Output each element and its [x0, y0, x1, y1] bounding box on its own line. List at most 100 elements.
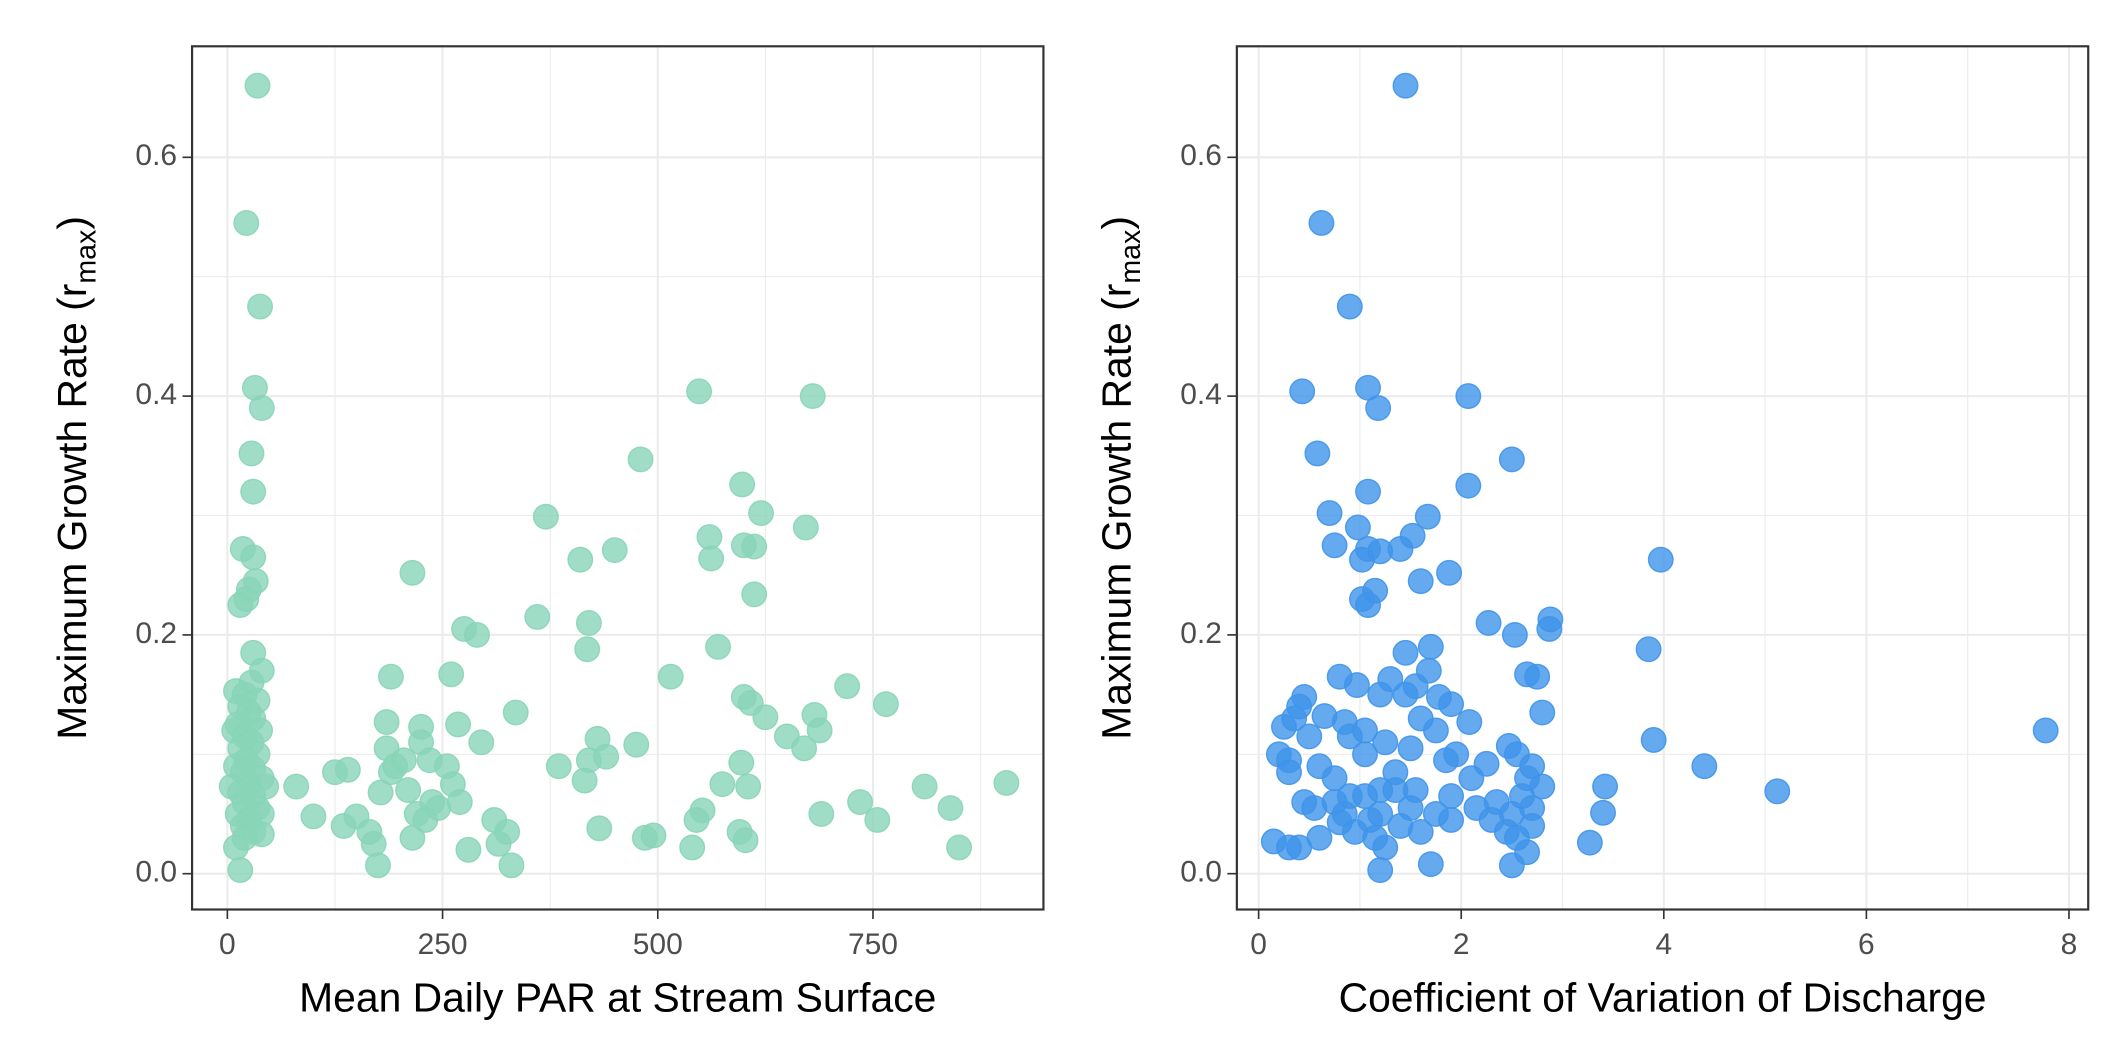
- point: [1417, 851, 1444, 878]
- point: [334, 756, 361, 783]
- x-tick-label: 6: [1858, 928, 1875, 961]
- x-tick-label: 0: [1250, 928, 1267, 961]
- point: [1433, 747, 1459, 774]
- point: [1590, 799, 1616, 826]
- point: [390, 747, 417, 774]
- point: [1352, 741, 1378, 768]
- point: [1316, 500, 1343, 527]
- point: [696, 524, 723, 550]
- point: [1336, 723, 1363, 750]
- point: [657, 663, 684, 690]
- point: [2032, 717, 2059, 744]
- point: [367, 779, 394, 806]
- point: [425, 795, 452, 821]
- point: [993, 770, 1020, 796]
- x-axis-title: Mean Daily PAR at Stream Surface: [299, 975, 936, 1021]
- point: [1635, 636, 1662, 663]
- point: [1498, 852, 1525, 879]
- point: [455, 836, 482, 863]
- point: [494, 818, 521, 845]
- point: [1438, 691, 1465, 718]
- point: [1407, 568, 1434, 595]
- point: [601, 537, 628, 564]
- point: [283, 773, 310, 800]
- point: [1475, 610, 1502, 636]
- point: [240, 544, 267, 571]
- y-axis-title-part: max: [1115, 230, 1147, 284]
- y-axis-title-part: max: [70, 230, 102, 284]
- y-axis-title: Maximum Growth Rate (rmax): [1094, 216, 1148, 740]
- y-tick-label: 0.0: [1180, 856, 1222, 889]
- y-tick-label: 0.0: [135, 856, 177, 889]
- y-tick-label: 0.6: [1180, 139, 1222, 172]
- point: [445, 711, 472, 738]
- point: [377, 663, 404, 690]
- x-axis-title: Coefficient of Variation of Discharge: [1339, 975, 1987, 1021]
- point: [593, 743, 620, 770]
- point: [1321, 532, 1348, 559]
- point: [627, 446, 654, 473]
- y-tick-label: 0.2: [135, 617, 177, 650]
- x-tick-label: 250: [418, 928, 468, 961]
- point: [360, 830, 387, 857]
- point: [1524, 663, 1551, 690]
- point: [575, 610, 602, 636]
- point: [468, 729, 495, 756]
- point: [1647, 546, 1674, 573]
- point: [1392, 639, 1419, 666]
- point: [1417, 633, 1444, 660]
- point: [1344, 514, 1371, 541]
- point: [1349, 546, 1375, 573]
- point: [1764, 778, 1791, 805]
- point: [223, 834, 249, 861]
- point: [679, 834, 706, 861]
- point: [438, 661, 465, 688]
- point: [524, 604, 551, 630]
- point: [1438, 807, 1465, 833]
- point: [741, 533, 768, 560]
- point: [1372, 834, 1399, 861]
- point: [247, 293, 274, 320]
- point: [946, 834, 973, 861]
- panel-border: [1235, 45, 2090, 911]
- point: [1640, 727, 1667, 753]
- point: [545, 753, 572, 780]
- point: [741, 581, 768, 608]
- point: [567, 546, 594, 573]
- point: [847, 789, 874, 815]
- point: [728, 749, 755, 776]
- point: [1296, 723, 1323, 750]
- point: [395, 777, 422, 804]
- point: [227, 857, 254, 884]
- y-axis-title: Maximum Growth Rate (rmax): [49, 216, 103, 740]
- panel-border: [190, 45, 1045, 911]
- point: [752, 704, 779, 731]
- point: [1372, 729, 1399, 756]
- point: [1436, 559, 1463, 586]
- point: [799, 383, 826, 410]
- point: [1455, 383, 1482, 410]
- point: [792, 514, 819, 541]
- point: [1271, 713, 1297, 740]
- point: [373, 709, 400, 735]
- point: [399, 559, 426, 586]
- point: [1422, 717, 1449, 744]
- point: [532, 503, 559, 530]
- point: [1289, 378, 1316, 405]
- point: [1365, 395, 1392, 421]
- point: [808, 801, 835, 827]
- point: [748, 500, 775, 527]
- point: [1308, 210, 1335, 236]
- point: [732, 827, 759, 854]
- point: [689, 797, 716, 824]
- point: [1501, 621, 1528, 648]
- point: [791, 735, 818, 762]
- y-axis-title-part: Maximum Growth Rate (r: [49, 284, 95, 740]
- point: [1343, 672, 1370, 698]
- point: [1367, 857, 1394, 884]
- point: [498, 852, 525, 879]
- x-tick-label: 2: [1453, 928, 1470, 961]
- point: [1456, 709, 1483, 735]
- point: [244, 72, 271, 99]
